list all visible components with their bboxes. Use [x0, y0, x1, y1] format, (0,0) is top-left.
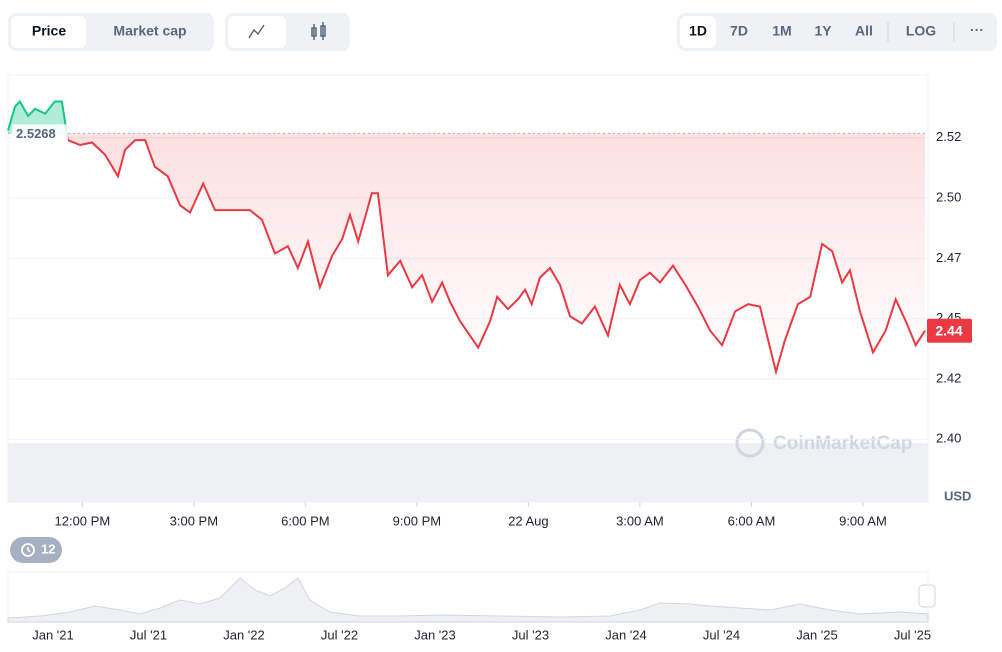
navigator-area [7, 577, 929, 623]
x-tick-label: 3:00 PM [170, 513, 218, 528]
navigator-label: Jan '22 [223, 627, 265, 642]
range[interactable]: All [855, 23, 873, 39]
navigator-label: Jul '25 [894, 627, 931, 642]
navigator-label: Jan '25 [796, 627, 838, 642]
x-tick-label: 6:00 PM [281, 513, 329, 528]
x-tick-label: 6:00 AM [728, 513, 776, 528]
log-toggle[interactable]: LOG [906, 23, 936, 39]
series-tabs: Price Market cap [8, 13, 214, 51]
badge-count: 12 [41, 541, 55, 556]
range-tabs: 1D 7D 1M 1Y All LOG ··· [677, 13, 997, 51]
navigator-label: Jan '21 [32, 627, 74, 642]
more[interactable]: ··· [970, 22, 984, 38]
navigator: Jan '21 Jul '21 Jan '22 Jul '22 Jan '23 Jul '… [7, 571, 936, 642]
history-badge[interactable]: 12 [10, 537, 62, 563]
navigator-label: Jul '22 [321, 627, 358, 642]
tab[interactable]: Market cap [113, 23, 186, 39]
range-group [677, 13, 997, 51]
plot: 2.5268 2.44 [7, 99, 972, 376]
x-tick-label: 9:00 AM [839, 513, 887, 528]
watermark-text: CoinMarketCap [773, 433, 912, 454]
line-icon [248, 24, 265, 39]
navigator-label: Jan '24 [605, 627, 647, 642]
range[interactable]: 1D [689, 23, 707, 39]
x-tick-label: 12:00 PM [55, 513, 111, 528]
range[interactable]: 1Y [814, 23, 832, 39]
y-tick-label: 2.50 [936, 189, 961, 204]
x-tick-label: 3:00 AM [616, 513, 664, 528]
volume-band [8, 443, 928, 502]
area-down [8, 133, 926, 372]
tab[interactable]: Price [32, 23, 66, 39]
navigator-label: Jul '24 [703, 627, 740, 642]
navigator-label: Jul '21 [130, 627, 167, 642]
price-tag [927, 318, 972, 343]
line-down [65, 133, 926, 376]
tab-active[interactable] [11, 16, 86, 48]
y-tick-label: 2.42 [936, 370, 961, 385]
baseline-label: 2.5268 [16, 126, 56, 141]
y-tick-label: 2.52 [936, 129, 961, 144]
x-tick-label: 22 Aug [508, 513, 549, 528]
range[interactable]: 1M [772, 23, 791, 39]
navigator-label: Jul '23 [512, 627, 549, 642]
navigator-handle[interactable] [918, 584, 936, 608]
unit-label: USD [944, 488, 971, 503]
volume-area [8, 443, 928, 502]
candle-icon[interactable] [311, 22, 326, 40]
y-tick-label: 2.40 [936, 431, 961, 446]
price-tag-label: 2.44 [935, 322, 962, 338]
baseline-label-bg [12, 124, 68, 143]
range[interactable]: 7D [730, 23, 748, 39]
chart-type [225, 13, 350, 51]
x-tick-label: 9:00 PM [393, 513, 441, 528]
range-active[interactable] [680, 16, 716, 48]
watermark: CoinMarketCap [735, 428, 912, 458]
y-tick-label: 2.47 [936, 250, 961, 265]
navigator-label: Jan '23 [414, 627, 456, 642]
